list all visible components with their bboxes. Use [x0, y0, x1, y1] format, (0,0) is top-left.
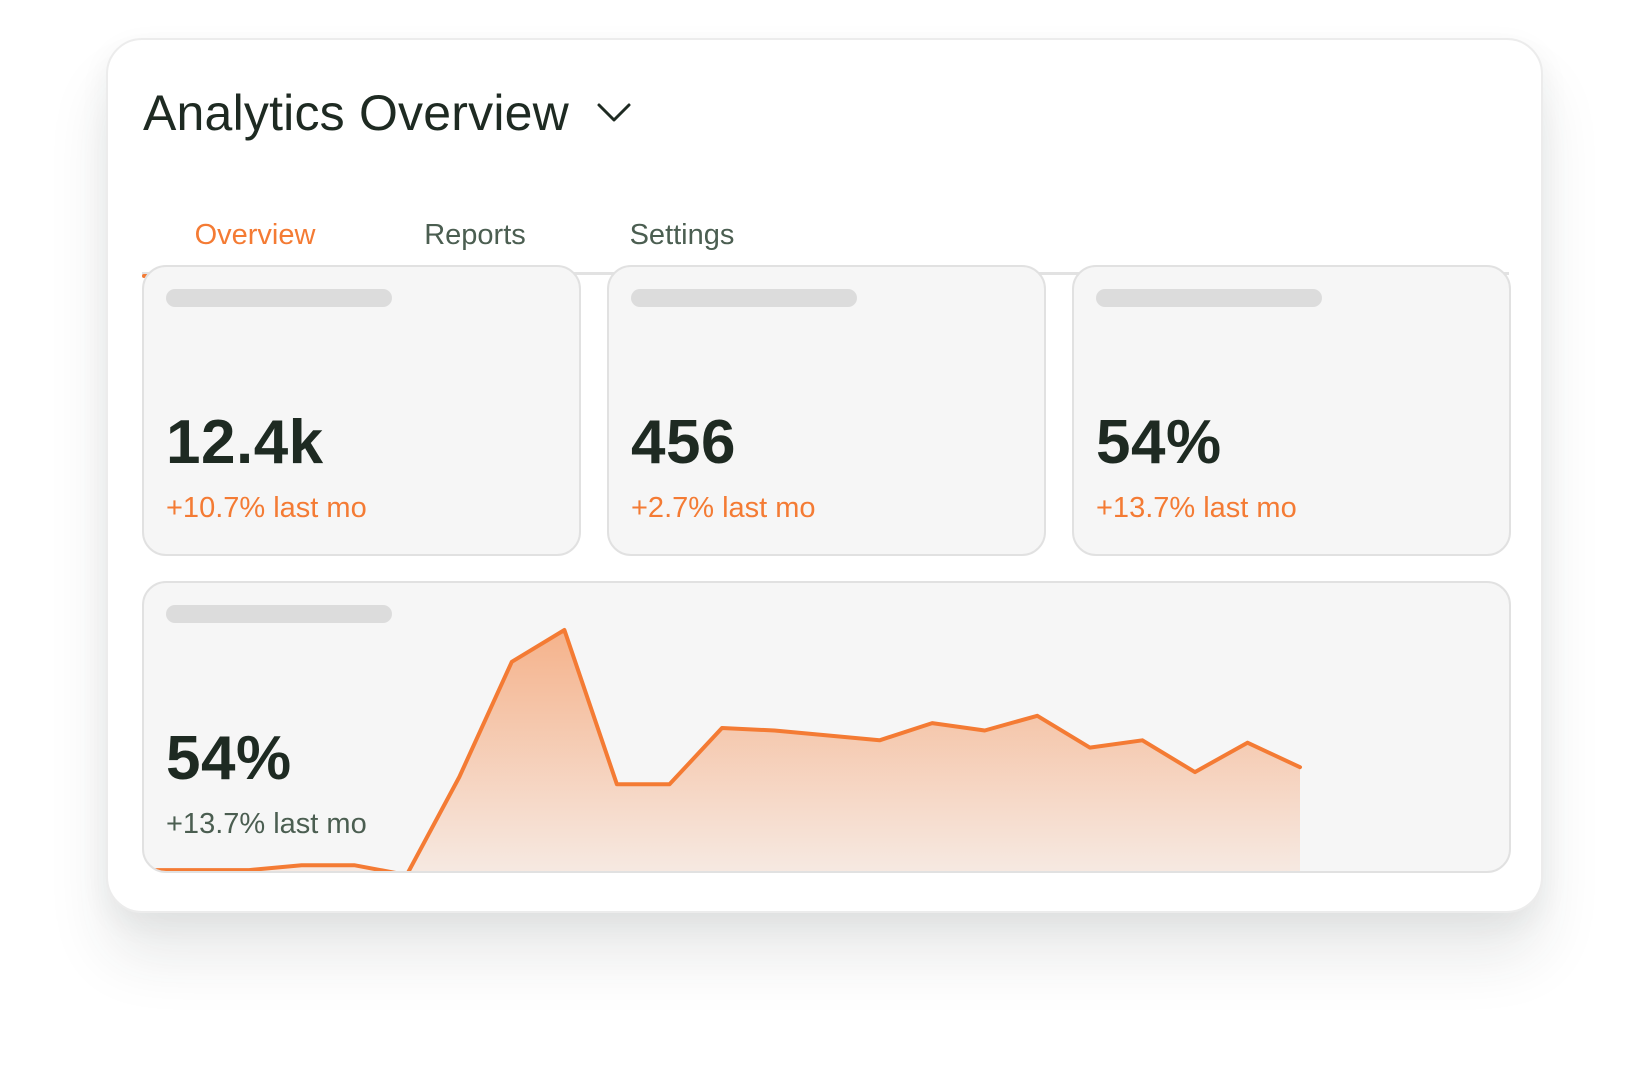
stat-change: +2.7% last mo [631, 492, 816, 524]
tab-overview-label: Overview [194, 218, 316, 251]
stat-card-2[interactable]: 456 +2.7% last mo [607, 265, 1046, 556]
stat-value: 54% [1096, 408, 1222, 477]
stat-card-3[interactable]: 54% +13.7% last mo [1072, 265, 1511, 556]
tab-reports-label: Reports [424, 218, 526, 251]
skeleton-label-placeholder [166, 289, 392, 307]
stat-change: +13.7% last mo [1096, 492, 1297, 524]
chevron-down-icon[interactable] [595, 94, 633, 132]
page-title: Analytics Overview [143, 85, 569, 141]
skeleton-label-placeholder [1096, 289, 1322, 307]
skeleton-label-placeholder [166, 605, 392, 623]
chart-area-fill [144, 630, 1300, 871]
analytics-panel: Analytics Overview Overview Reports Sett… [106, 38, 1543, 913]
skeleton-label-placeholder [631, 289, 857, 307]
tab-overview[interactable]: Overview [142, 195, 368, 278]
tab-reports[interactable]: Reports [368, 195, 582, 275]
tab-bar: Overview Reports Settings [142, 195, 1509, 278]
chart-card[interactable]: 54% +13.7% last mo [142, 581, 1511, 873]
stat-change: +10.7% last mo [166, 492, 367, 524]
tab-settings[interactable]: Settings [582, 195, 782, 275]
stat-card-1[interactable]: 12.4k +10.7% last mo [142, 265, 581, 556]
page-header-dropdown[interactable]: Analytics Overview [143, 78, 633, 148]
chart-stat-change: +13.7% last mo [166, 808, 367, 840]
chart-series-line [144, 628, 1302, 871]
stat-value: 456 [631, 408, 736, 477]
chevron-down-glyph [597, 103, 631, 122]
area-chart [144, 628, 1302, 871]
stat-value: 12.4k [166, 408, 324, 477]
chart-stat-value: 54% [166, 724, 292, 793]
tab-settings-label: Settings [629, 218, 735, 251]
